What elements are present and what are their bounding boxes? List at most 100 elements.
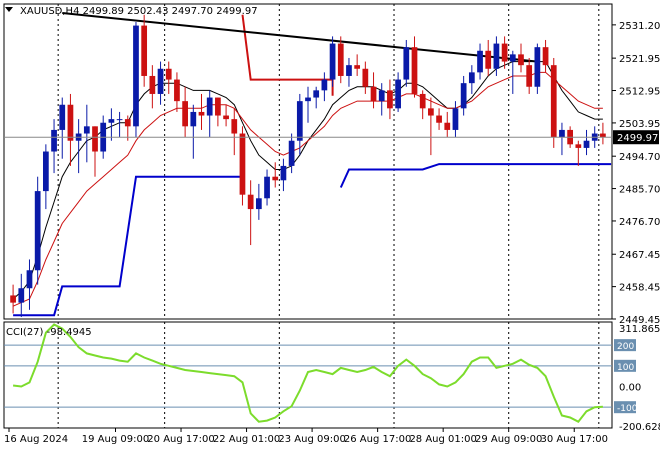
- candle-body: [509, 54, 516, 62]
- candle-body: [206, 97, 213, 116]
- x-tick-label: 30 Aug 17:00: [541, 434, 608, 445]
- candle-body: [296, 101, 303, 141]
- candle-body: [124, 119, 131, 127]
- trendline: [62, 12, 538, 63]
- candle-body: [395, 79, 401, 109]
- x-tick-label: 22 Aug 01:00: [213, 434, 280, 445]
- candle-body: [354, 65, 361, 69]
- candle-body: [108, 119, 115, 123]
- candle-body: [337, 43, 344, 76]
- candle-body: [518, 54, 524, 66]
- candle-body: [165, 68, 172, 80]
- candle-body: [501, 43, 508, 62]
- x-tick-label: 26 Aug 17:00: [344, 434, 411, 445]
- candle-body: [329, 43, 336, 80]
- candle-body: [493, 43, 500, 69]
- x-tick-label: 23 Aug 09:00: [278, 434, 345, 445]
- candle-body: [436, 115, 442, 123]
- candle-body: [239, 133, 246, 195]
- y-tick-label: 2531.20: [619, 21, 660, 32]
- x-tick-label: 20 Aug 17:00: [147, 434, 214, 445]
- candle-body: [141, 25, 148, 76]
- candle-body: [583, 140, 590, 148]
- current-price-tag: [613, 130, 659, 145]
- cci-panel-frame: [3, 321, 613, 429]
- candle-body: [198, 111, 205, 116]
- support-step-line: [13, 175, 243, 317]
- candle-body: [272, 176, 279, 181]
- cci-y-tick-label: 311.8653: [619, 324, 660, 335]
- cci-y-tick-label: -100: [617, 404, 638, 414]
- candle-body: [67, 104, 74, 141]
- x-tick-label: 16 Aug 2024: [4, 434, 68, 445]
- candle-body: [468, 72, 475, 84]
- candle-body: [231, 119, 238, 134]
- candle-body: [452, 108, 459, 130]
- cci-y-tick-label: 0.00: [619, 383, 641, 394]
- y-tick-label: 2512.95: [619, 87, 660, 98]
- candle-body: [26, 270, 33, 289]
- y-tick-label: 2503.95: [619, 119, 660, 130]
- candle-body: [477, 50, 483, 73]
- support-step-line-2: [339, 163, 612, 188]
- candle-body: [305, 97, 311, 102]
- candle-body: [444, 122, 451, 130]
- x-tick-label: 19 Aug 09:00: [82, 434, 149, 445]
- candle-body: [419, 93, 426, 109]
- symbol-line: XAUUSD,H4 2499.89 2502.43 2497.70 2499.9…: [20, 6, 258, 17]
- cci-level-tag: [614, 339, 636, 352]
- candle-body: [116, 119, 123, 121]
- candle-body: [542, 47, 549, 66]
- x-tick-label: 28 Aug 01:00: [409, 434, 476, 445]
- candle-body: [223, 115, 229, 120]
- y-tick-label: 2476.70: [619, 217, 660, 228]
- candle-body: [575, 144, 582, 148]
- candle-body: [534, 47, 541, 87]
- candle-body: [370, 86, 377, 102]
- candle-body: [264, 176, 270, 199]
- y-tick-label: 2449.45: [619, 315, 660, 326]
- candle-body: [247, 194, 254, 210]
- cci-y-tick-label: -200.6281: [619, 422, 660, 433]
- collapse-triangle-icon[interactable]: [5, 7, 13, 12]
- current-price-label: 2499.97: [617, 133, 658, 144]
- candle-body: [190, 111, 197, 127]
- candle-body: [34, 191, 41, 271]
- candle-body: [280, 165, 287, 181]
- x-tick-label: 29 Aug 09:00: [475, 434, 542, 445]
- candle-body: [59, 104, 66, 130]
- resistance-step-line: [241, 14, 334, 96]
- candle-body: [387, 90, 393, 109]
- cci-y-tick-label: 200: [617, 342, 634, 352]
- candle-body: [83, 126, 90, 134]
- candle-body: [460, 83, 467, 109]
- candle-body: [411, 47, 418, 94]
- candle-body: [133, 25, 139, 127]
- candle-body: [51, 129, 57, 152]
- candle-body: [378, 90, 385, 102]
- candle-body: [313, 90, 320, 98]
- candle-body: [321, 79, 328, 91]
- y-tick-label: 2485.70: [619, 185, 660, 196]
- y-tick-label: 2467.45: [619, 250, 660, 261]
- candle-body: [600, 133, 606, 138]
- candle-body: [346, 65, 352, 76]
- cci-line: [12, 323, 603, 423]
- cci-panel: [3, 321, 613, 429]
- candle-body: [403, 47, 410, 80]
- candle-body: [550, 65, 557, 138]
- candle-body: [42, 151, 49, 192]
- candle-body: [428, 108, 434, 116]
- cci-y-tick-label: 100: [617, 363, 634, 373]
- candle-body: [10, 295, 16, 303]
- main-panel-frame: [3, 3, 613, 320]
- candle-body: [92, 126, 98, 152]
- y-tick-label: 2458.45: [619, 283, 660, 294]
- candle-body: [362, 68, 369, 87]
- candle-body: [149, 75, 156, 94]
- candle-body: [182, 101, 188, 127]
- candle-body: [485, 50, 492, 69]
- candle-body: [215, 97, 221, 116]
